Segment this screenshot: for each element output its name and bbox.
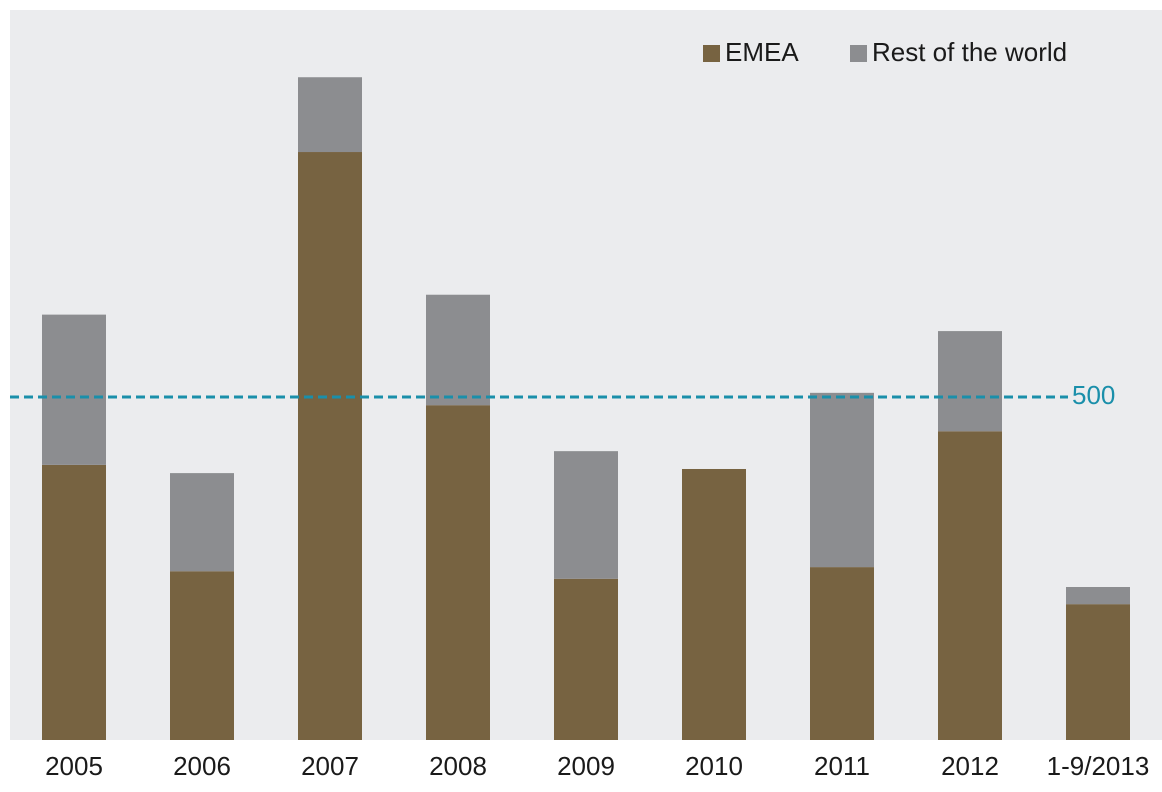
reference-label: 500 <box>1072 380 1115 410</box>
bar-segment <box>42 464 106 740</box>
legend-swatch <box>703 45 720 62</box>
x-tick-label: 2006 <box>173 751 231 781</box>
bar-segment <box>170 571 234 740</box>
bar-segment <box>938 331 1002 432</box>
legend-label: Rest of the world <box>872 37 1067 67</box>
bar-segment <box>938 431 1002 740</box>
bar-segment <box>810 567 874 740</box>
bar-segment <box>298 77 362 153</box>
bar-segment <box>554 451 618 579</box>
bar-segment <box>810 392 874 568</box>
x-tick-label: 2009 <box>557 751 615 781</box>
bar-segment <box>1066 587 1130 605</box>
x-tick-label: 2005 <box>45 751 103 781</box>
x-tick-label: 2008 <box>429 751 487 781</box>
x-tick-label: 2007 <box>301 751 359 781</box>
x-tick-label: 2012 <box>941 751 999 781</box>
x-tick-label: 2011 <box>814 751 870 781</box>
legend-label: EMEA <box>725 37 799 67</box>
bar-segment <box>42 314 106 465</box>
bar-segment <box>170 473 234 572</box>
bar-segment <box>426 294 490 406</box>
x-tick-label: 1-9/2013 <box>1047 751 1150 781</box>
bar-segment <box>298 152 362 740</box>
bar-segment <box>1066 604 1130 740</box>
legend-swatch <box>850 45 867 62</box>
bar-segment <box>426 405 490 740</box>
bar-segment <box>682 468 746 740</box>
bar-segment <box>554 578 618 740</box>
x-tick-label: 2010 <box>685 751 743 781</box>
